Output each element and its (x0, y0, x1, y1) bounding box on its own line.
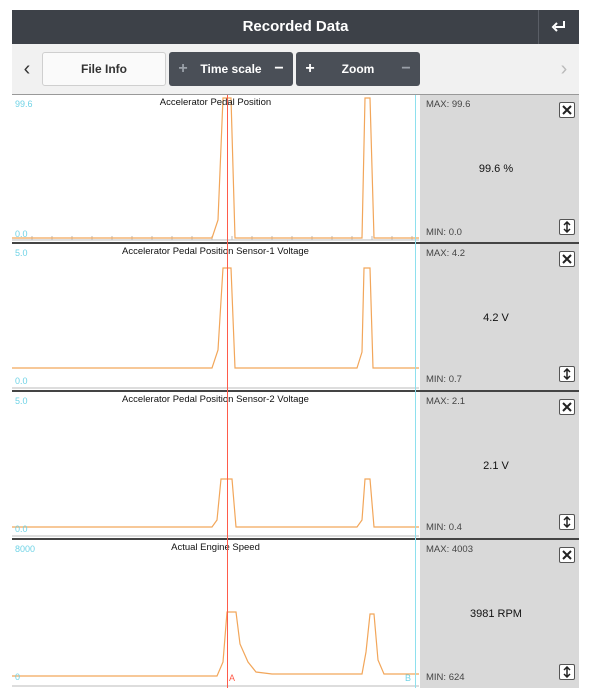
return-arrow-icon (551, 21, 565, 32)
graph-title: Accelerator Pedal Position Sensor-1 Volt… (122, 246, 309, 257)
current-value: 2.1 V (483, 460, 509, 472)
time-scale-label: Time scale (200, 62, 262, 76)
cursor-b-line[interactable] (415, 95, 416, 688)
graph-trace (12, 611, 419, 687)
graph-panel-4: 8000 0 Actual Engine Speed MAX: 4003 398… (12, 540, 579, 688)
current-value: 4.2 V (483, 312, 509, 324)
cursor-a-label: A (229, 673, 236, 683)
panel-divider (12, 538, 579, 540)
title-bar: Recorded Data (12, 10, 579, 44)
min-value: MIN: 0.7 (426, 374, 462, 385)
time-scale-minus-button[interactable]: − (274, 60, 284, 77)
time-scale-control: + Time scale − (169, 52, 293, 86)
remove-graph-button[interactable] (559, 251, 575, 267)
vertical-resize-icon (563, 666, 571, 678)
graph-trace (12, 478, 419, 537)
graph-area: 5.0 0.0 Accelerator Pedal Position Senso… (12, 392, 419, 538)
max-value: MAX: 2.1 (426, 396, 466, 407)
return-button[interactable] (538, 10, 579, 44)
max-value: MAX: 4.2 (426, 248, 466, 259)
chevron-right-icon: › (560, 57, 568, 80)
y-axis-max-label: 5.0 (15, 396, 28, 406)
y-axis-min-label: 0.0 (15, 376, 28, 386)
remove-graph-button[interactable] (559, 547, 575, 563)
graph-trace (12, 97, 419, 241)
time-scale-plus-button[interactable]: + (178, 60, 188, 77)
max-value: MAX: 4003 (426, 544, 473, 555)
current-value: 99.6 % (478, 163, 514, 175)
y-axis-max-label: 99.6 (15, 99, 33, 109)
file-info-button[interactable]: File Info (42, 52, 166, 86)
y-axis-min-label: 0.0 (15, 229, 28, 239)
y-axis-min-label: 0.0 (15, 524, 28, 534)
graph-trace (12, 267, 419, 389)
autoscale-button[interactable] (559, 514, 575, 530)
graph-area: 5.0 0.0 Accelerator Pedal Position Senso… (12, 244, 419, 390)
min-value: MIN: 0.4 (426, 522, 462, 533)
graph-title: Actual Engine Speed (171, 542, 260, 553)
zoom-control: + Zoom − (296, 52, 420, 86)
toolbar: ‹ File Info + Time scale − + Zoom − › (12, 44, 579, 95)
graph-area: 8000 0 Actual Engine Speed (12, 540, 419, 688)
vertical-resize-icon (563, 221, 571, 233)
y-axis-max-label: 8000 (15, 544, 36, 554)
cursor-a-line[interactable] (227, 95, 228, 688)
graph-title: Accelerator Pedal Position Sensor-2 Volt… (122, 394, 309, 405)
min-value: MIN: 624 (426, 672, 465, 683)
y-axis-min-label: 0 (15, 672, 21, 682)
graph-title: Accelerator Pedal Position (159, 97, 272, 108)
autoscale-button[interactable] (559, 219, 575, 235)
autoscale-button[interactable] (559, 366, 575, 382)
value-sidebar: MAX: 2.1 2.1 V MIN: 0.4 (420, 392, 579, 538)
autoscale-button[interactable] (559, 664, 575, 680)
remove-graph-button[interactable] (559, 102, 575, 118)
min-value: MIN: 0.0 (426, 227, 462, 238)
vertical-resize-icon (563, 516, 571, 528)
next-page-button[interactable]: › (549, 44, 579, 94)
page-title: Recorded Data (242, 18, 349, 35)
zoom-minus-button[interactable]: − (401, 60, 411, 77)
prev-page-button[interactable]: ‹ (12, 44, 42, 94)
remove-graph-button[interactable] (559, 399, 575, 415)
value-sidebar: MAX: 4.2 4.2 V MIN: 0.7 (420, 244, 579, 390)
graph-panel-3: 5.0 0.0 Accelerator Pedal Position Senso… (12, 392, 579, 538)
close-icon (562, 254, 572, 264)
zoom-label: Zoom (341, 62, 375, 76)
close-icon (562, 550, 572, 560)
vertical-resize-icon (563, 368, 571, 380)
graph-panel-2: 5.0 0.0 Accelerator Pedal Position Senso… (12, 244, 579, 390)
graph-panel-1: 99.6 0.0 Accelerator Pedal Position MAX:… (12, 95, 579, 243)
cursor-b-label: B (405, 673, 412, 683)
value-sidebar: MAX: 99.6 99.6 % MIN: 0.0 (420, 95, 579, 243)
current-value: 3981 RPM (470, 608, 522, 620)
value-sidebar: MAX: 4003 3981 RPM MIN: 624 (420, 540, 579, 688)
max-value: MAX: 99.6 (426, 99, 471, 110)
zoom-plus-button[interactable]: + (305, 60, 315, 77)
chevron-left-icon: ‹ (23, 57, 31, 80)
panel-divider (12, 242, 579, 244)
close-icon (562, 105, 572, 115)
panel-divider (12, 390, 579, 392)
graph-area: 99.6 0.0 Accelerator Pedal Position (12, 95, 419, 243)
close-icon (562, 402, 572, 412)
y-axis-max-label: 5.0 (15, 248, 28, 258)
